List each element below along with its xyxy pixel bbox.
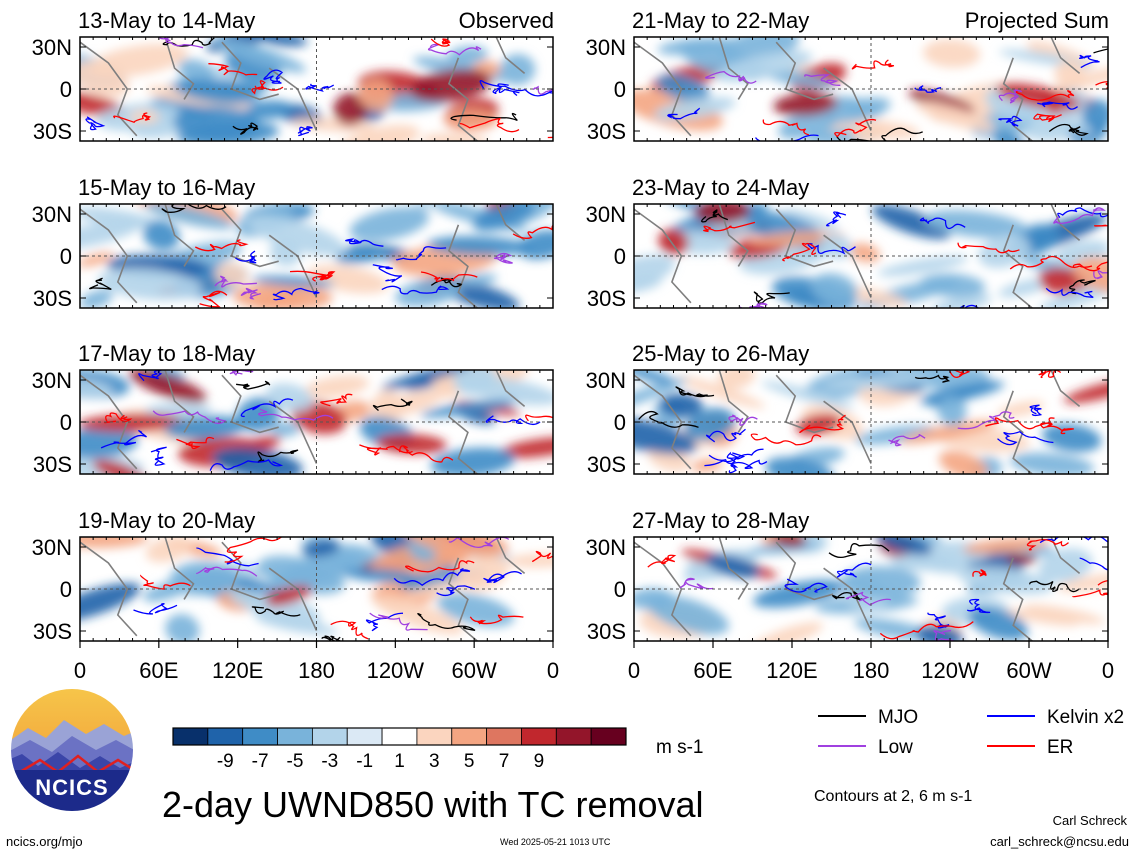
colorbar: -9 -7 -5 -3 -1 1 3 5 7 9 bbox=[172, 727, 627, 772]
y-tick-label: 0 bbox=[60, 244, 72, 269]
y-tick-label: 30S bbox=[33, 452, 72, 477]
colorbar-level: 7 bbox=[499, 751, 510, 772]
y-tick-label: 0 bbox=[60, 410, 72, 435]
y-tick-label: 0 bbox=[60, 77, 72, 102]
colorbar-swatch bbox=[416, 727, 453, 746]
author-email: carl_schreck@ncsu.edu bbox=[990, 834, 1129, 849]
panel-date-label: 21-May to 22-May bbox=[632, 8, 809, 33]
colorbar-swatch bbox=[242, 727, 278, 746]
colorbar-units: m s-1 bbox=[656, 737, 704, 758]
panel-date-label: 15-May to 16-May bbox=[78, 175, 255, 200]
colorbar-swatch bbox=[311, 727, 348, 746]
contour-legend: MJO Kelvin x2 Low ER bbox=[818, 707, 1124, 758]
panel-date-label: 19-May to 20-May bbox=[78, 508, 255, 533]
colorbar-level: 1 bbox=[394, 751, 405, 772]
y-tick-label: 30S bbox=[33, 286, 72, 311]
colorbar-swatch bbox=[207, 727, 244, 746]
colorbar-swatch bbox=[521, 727, 557, 746]
x-tick-label: 180 bbox=[853, 658, 890, 683]
legend-item: Kelvin x2 bbox=[987, 707, 1124, 728]
legend-label: Kelvin x2 bbox=[1047, 707, 1124, 728]
y-tick-label: 30N bbox=[32, 535, 72, 560]
colorbar-level: 3 bbox=[429, 751, 440, 772]
y-tick-label: 0 bbox=[614, 410, 626, 435]
panel-date-label: 13-May to 14-May bbox=[78, 8, 255, 33]
panel-date-label: 25-May to 26-May bbox=[632, 341, 809, 366]
y-tick-label: 0 bbox=[614, 77, 626, 102]
colorbar-level: -9 bbox=[217, 751, 234, 772]
x-tick-label: 0 bbox=[547, 658, 559, 683]
ncics-logo: NCICS bbox=[9, 687, 135, 813]
y-tick-label: 0 bbox=[614, 577, 626, 602]
panel-date-label: 23-May to 24-May bbox=[632, 175, 809, 200]
y-tick-label: 30N bbox=[32, 35, 72, 60]
y-tick-label: 30S bbox=[587, 119, 626, 144]
column-label: Observed bbox=[459, 8, 554, 33]
y-tick-label: 30S bbox=[587, 452, 626, 477]
y-tick-label: 30S bbox=[587, 619, 626, 644]
x-tick-label: 120E bbox=[766, 658, 817, 683]
x-tick-label: 60W bbox=[1006, 658, 1051, 683]
colorbar-swatch bbox=[346, 727, 383, 746]
y-tick-label: 0 bbox=[60, 577, 72, 602]
panel-date-label: 27-May to 28-May bbox=[632, 508, 809, 533]
colorbar-level: -5 bbox=[287, 751, 304, 772]
column-label: Projected Sum bbox=[965, 8, 1109, 33]
colorbar-level: -7 bbox=[252, 751, 269, 772]
y-tick-label: 30S bbox=[587, 286, 626, 311]
x-tick-label: 0 bbox=[1102, 658, 1114, 683]
panel-projected-4: 30N 0 30S 27-May to 28-May bbox=[586, 508, 1109, 644]
x-tick-label: 60W bbox=[452, 658, 497, 683]
x-tick-label: 60E bbox=[693, 658, 732, 683]
colorbar-level: 9 bbox=[534, 751, 545, 772]
legend-item: ER bbox=[987, 737, 1073, 758]
x-tick-label: 180 bbox=[298, 658, 335, 683]
legend-label: MJO bbox=[878, 707, 918, 728]
panel-projected-2: 30N 0 30S 23-May to 24-May bbox=[586, 175, 1109, 311]
colorbar-level: -1 bbox=[356, 751, 373, 772]
footer-url: ncics.org/mjo bbox=[6, 834, 83, 849]
colorbar-swatch bbox=[590, 727, 627, 746]
panel-projected-1: 30N 0 30S 21-May to 22-May Projected Sum bbox=[586, 8, 1109, 144]
colorbar-level: -3 bbox=[321, 751, 338, 772]
x-tick-label: 120E bbox=[212, 658, 263, 683]
colorbar-swatch bbox=[486, 727, 522, 746]
x-tick-label: 120W bbox=[921, 658, 979, 683]
y-tick-label: 30N bbox=[32, 202, 72, 227]
panel-observed-1: 30N 0 30S 13-May to 14-May Observed bbox=[32, 8, 554, 144]
logo-text: NCICS bbox=[35, 775, 108, 800]
y-tick-label: 30N bbox=[586, 35, 626, 60]
colorbar-swatch bbox=[381, 727, 418, 746]
x-tick-label: 0 bbox=[74, 658, 86, 683]
main-title: 2-day UWND850 with TC removal bbox=[162, 784, 704, 825]
legend-label: Low bbox=[878, 737, 913, 758]
legend-item: MJO bbox=[818, 707, 918, 728]
y-tick-label: 30S bbox=[33, 619, 72, 644]
footer-timestamp: Wed 2025-05-21 1013 UTC bbox=[500, 837, 611, 847]
y-tick-label: 30N bbox=[586, 535, 626, 560]
contour-note: Contours at 2, 6 m s-1 bbox=[814, 788, 973, 805]
author-name: Carl Schreck bbox=[1052, 813, 1127, 828]
legend-item: Low bbox=[818, 737, 913, 758]
panel-projected-3: 30N 0 30S 25-May to 26-May bbox=[586, 341, 1109, 477]
y-tick-label: 30S bbox=[33, 119, 72, 144]
y-tick-label: 0 bbox=[614, 244, 626, 269]
legend-label: ER bbox=[1047, 737, 1073, 758]
panel-date-label: 17-May to 18-May bbox=[78, 341, 255, 366]
panel-observed-3: 30N 0 30S 17-May to 18-May bbox=[32, 341, 554, 477]
y-tick-label: 30N bbox=[32, 368, 72, 393]
y-tick-label: 30N bbox=[586, 202, 626, 227]
panel-observed-2: 30N 0 30S 15-May to 16-May bbox=[32, 175, 554, 311]
colorbar-swatch bbox=[555, 727, 592, 746]
colorbar-level: 5 bbox=[464, 751, 475, 772]
colorbar-swatch bbox=[451, 727, 488, 746]
colorbar-swatch bbox=[277, 727, 313, 746]
x-tick-label: 60E bbox=[139, 658, 178, 683]
colorbar-swatch bbox=[172, 727, 209, 746]
y-tick-label: 30N bbox=[586, 368, 626, 393]
x-tick-label: 0 bbox=[628, 658, 640, 683]
panel-observed-4: 30N 0 30S 19-May to 20-May bbox=[32, 508, 554, 644]
x-tick-label: 120W bbox=[367, 658, 425, 683]
